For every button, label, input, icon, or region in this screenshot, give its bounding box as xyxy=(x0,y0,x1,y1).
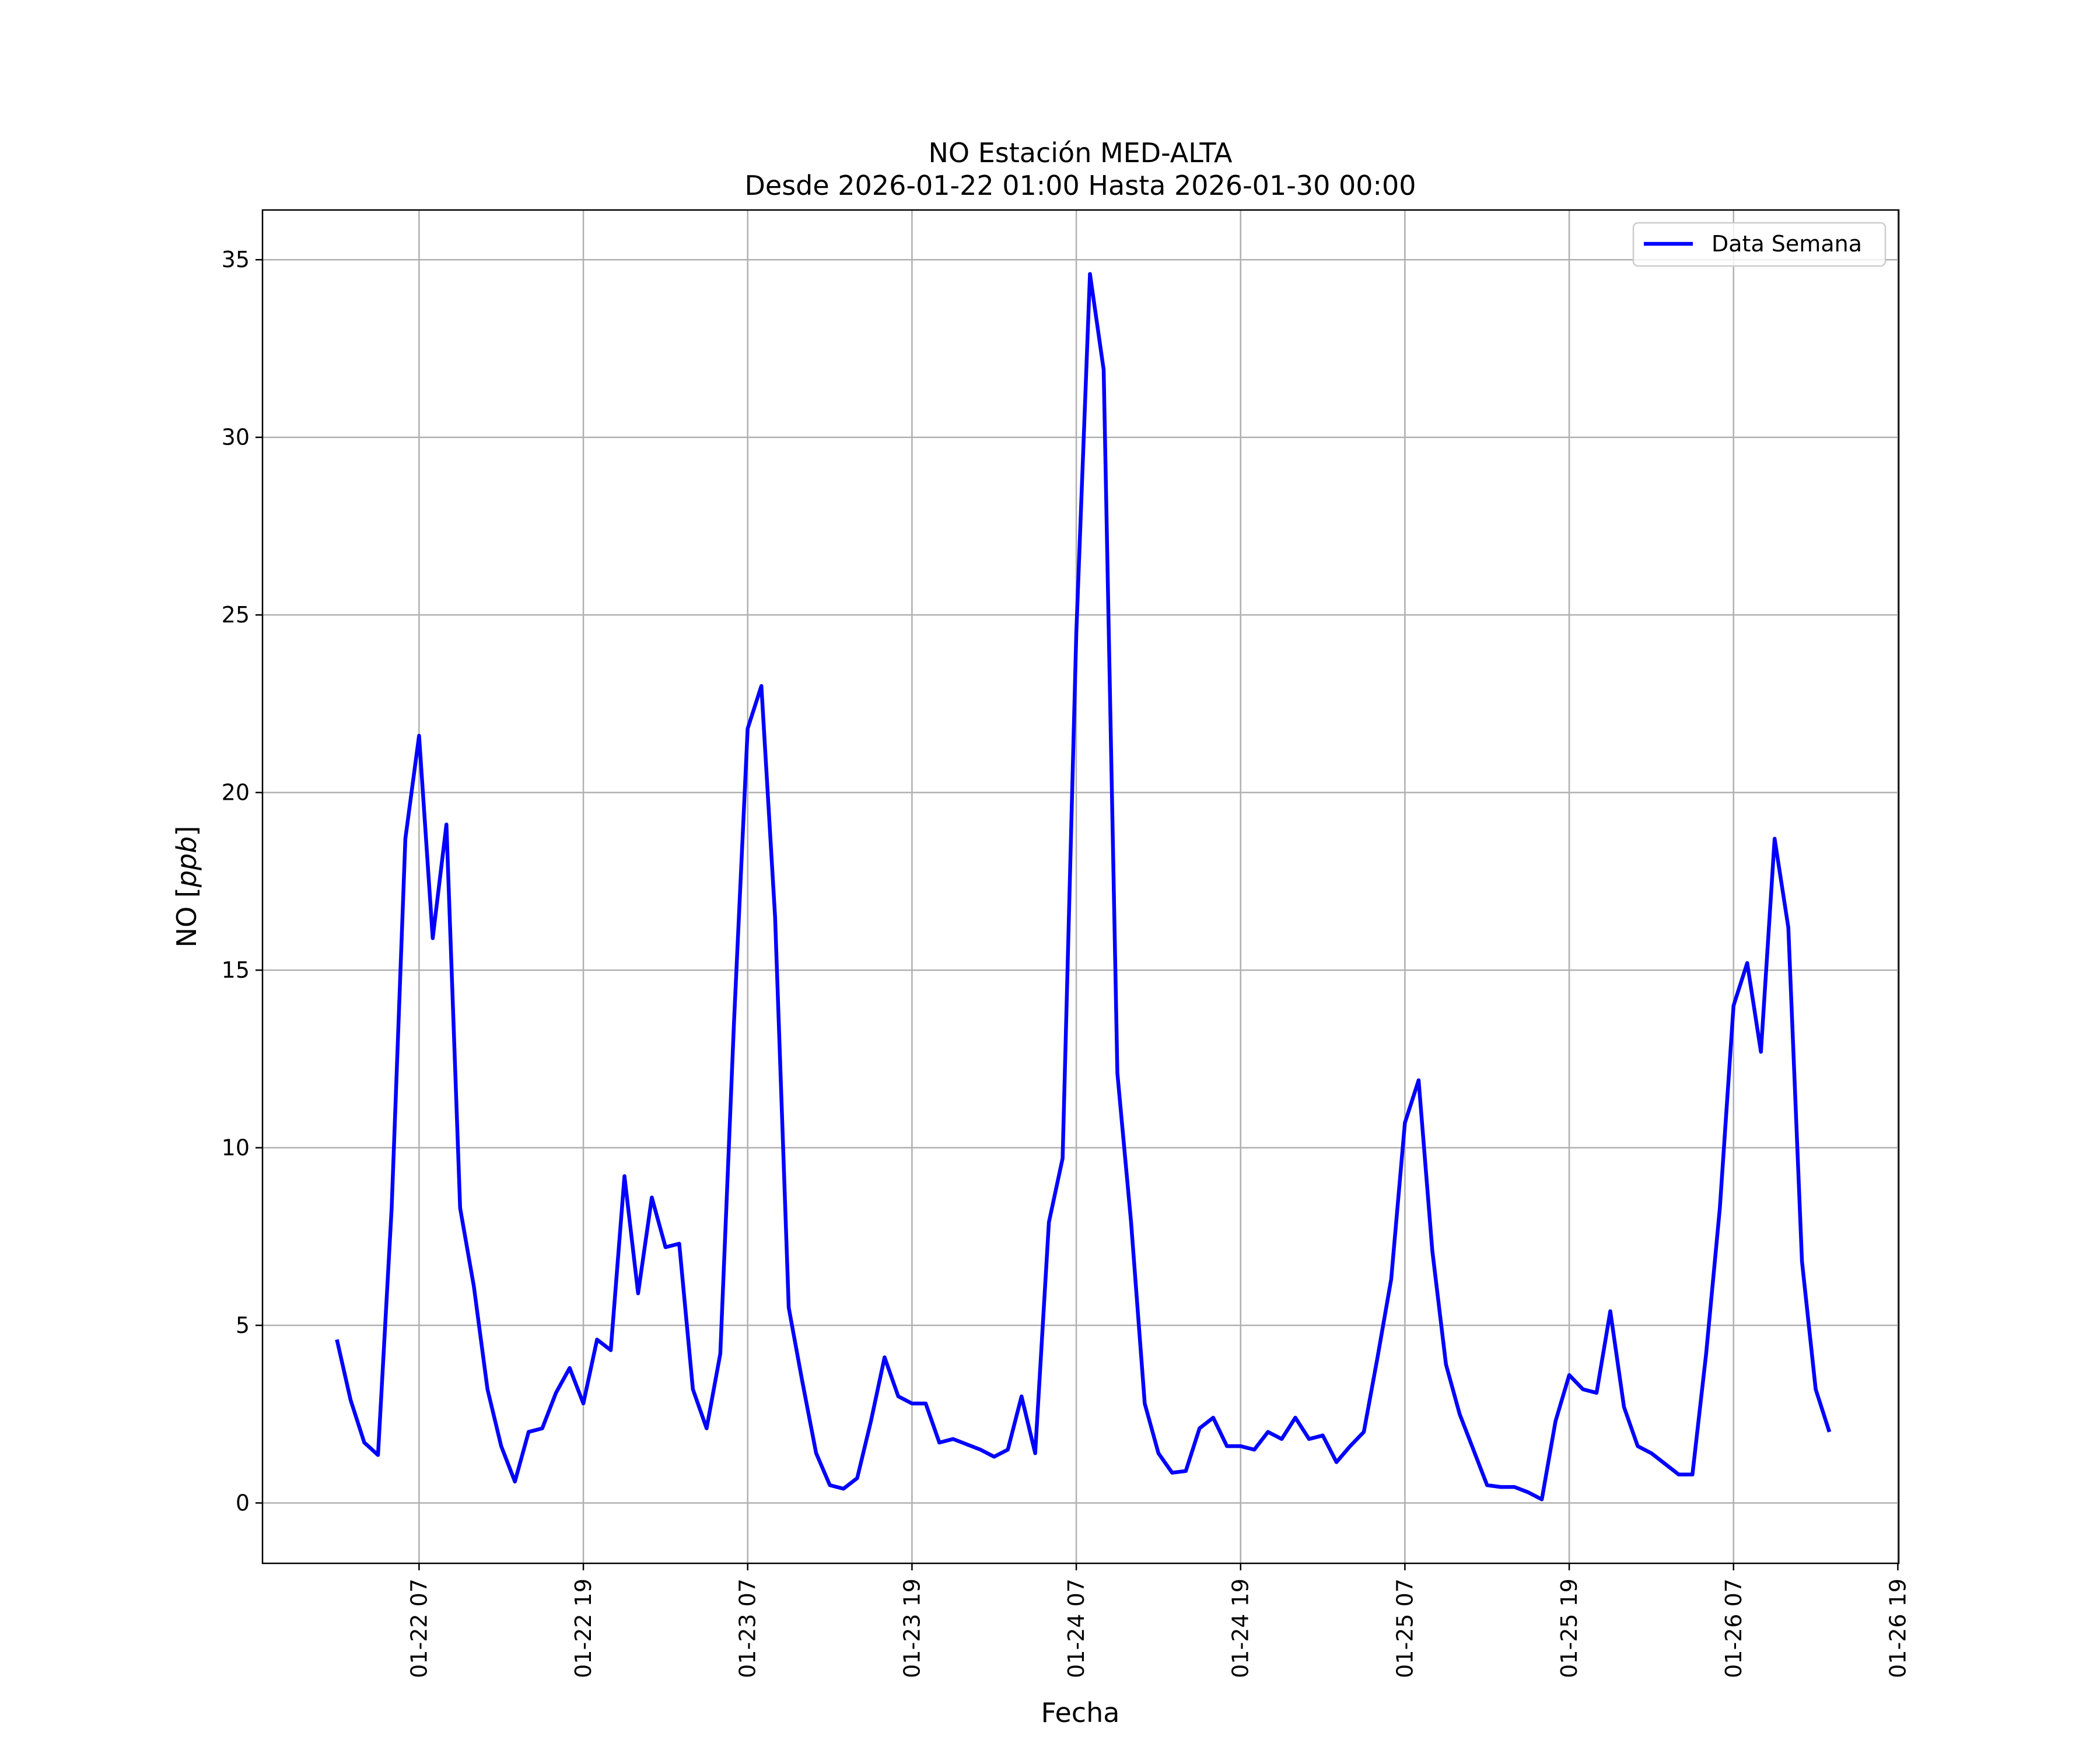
y-tick-label: 30 xyxy=(222,425,250,450)
x-tick-label: 01-23 19 xyxy=(899,1578,925,1678)
series-line-data-semana xyxy=(335,272,1832,1502)
y-tick-label: 20 xyxy=(222,780,250,806)
x-axis-label: Fecha xyxy=(1041,1697,1120,1728)
y-tick-label: 5 xyxy=(236,1312,250,1338)
plot-frame xyxy=(261,209,1900,1564)
x-tick-label: 01-23 07 xyxy=(735,1578,761,1678)
y-axis-label-unit: ppb xyxy=(171,836,202,888)
x-tick-label: 01-22 07 xyxy=(406,1578,432,1678)
legend-entry-data-semana: Data Semana xyxy=(1712,231,1862,257)
x-tick-label: 01-26 07 xyxy=(1721,1578,1746,1678)
y-tick-label: 0 xyxy=(236,1490,250,1516)
legend-box xyxy=(1632,222,1887,267)
y-axis-label-prefix: NO xyxy=(171,907,202,948)
legend: Data Semana xyxy=(1632,222,1887,267)
x-tick-label: 01-25 07 xyxy=(1392,1578,1418,1678)
grid xyxy=(262,210,1899,1563)
x-tick-label: 01-24 19 xyxy=(1228,1578,1254,1678)
x-tick-label: 01-24 07 xyxy=(1063,1578,1089,1678)
chart-title: NO Estación MED-ALTA xyxy=(928,137,1233,169)
x-tick-label: 01-22 19 xyxy=(570,1578,596,1678)
y-tick-label: 25 xyxy=(222,602,250,628)
chart-subtitle: Desde 2026-01-22 01:00 Hasta 2026-01-30 … xyxy=(744,170,1416,201)
y-tick-label: 10 xyxy=(222,1135,250,1161)
x-tick-label: 01-26 19 xyxy=(1885,1578,1910,1678)
y-tick-label: 15 xyxy=(222,957,250,983)
x-tick-label: 01-25 19 xyxy=(1556,1578,1582,1678)
y-axis-label: NO [ppb] xyxy=(171,826,202,948)
axis-ticks: 0 5 10 15 20 25 30 35 01-22 07 01-22 19 01-23 07 01… xyxy=(222,247,1911,1678)
y-tick-label: 35 xyxy=(222,247,250,272)
